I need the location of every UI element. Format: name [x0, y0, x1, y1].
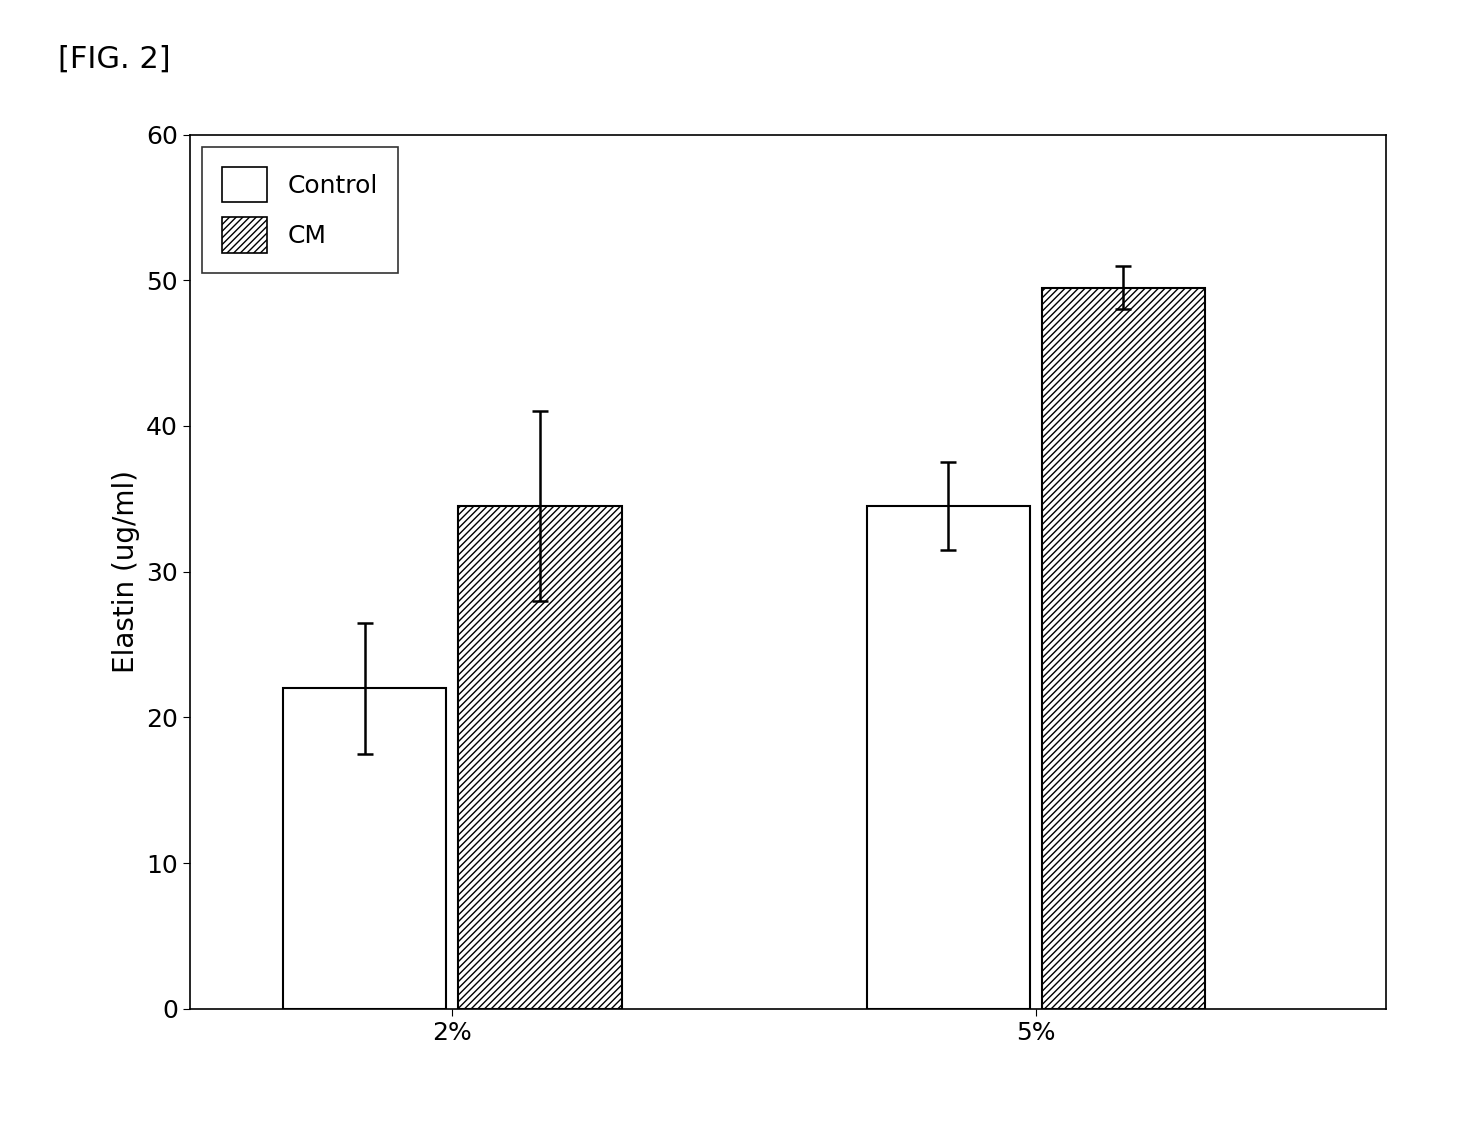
Bar — [283, 688, 446, 1009]
Y-axis label: Elastin (ug/ml): Elastin (ug/ml) — [112, 470, 140, 674]
Legend: Control, CM: Control, CM — [203, 147, 397, 272]
Bar — [458, 506, 622, 1009]
Bar — [1042, 287, 1205, 1009]
Bar — [867, 506, 1030, 1009]
Text: [FIG. 2]: [FIG. 2] — [58, 45, 171, 74]
